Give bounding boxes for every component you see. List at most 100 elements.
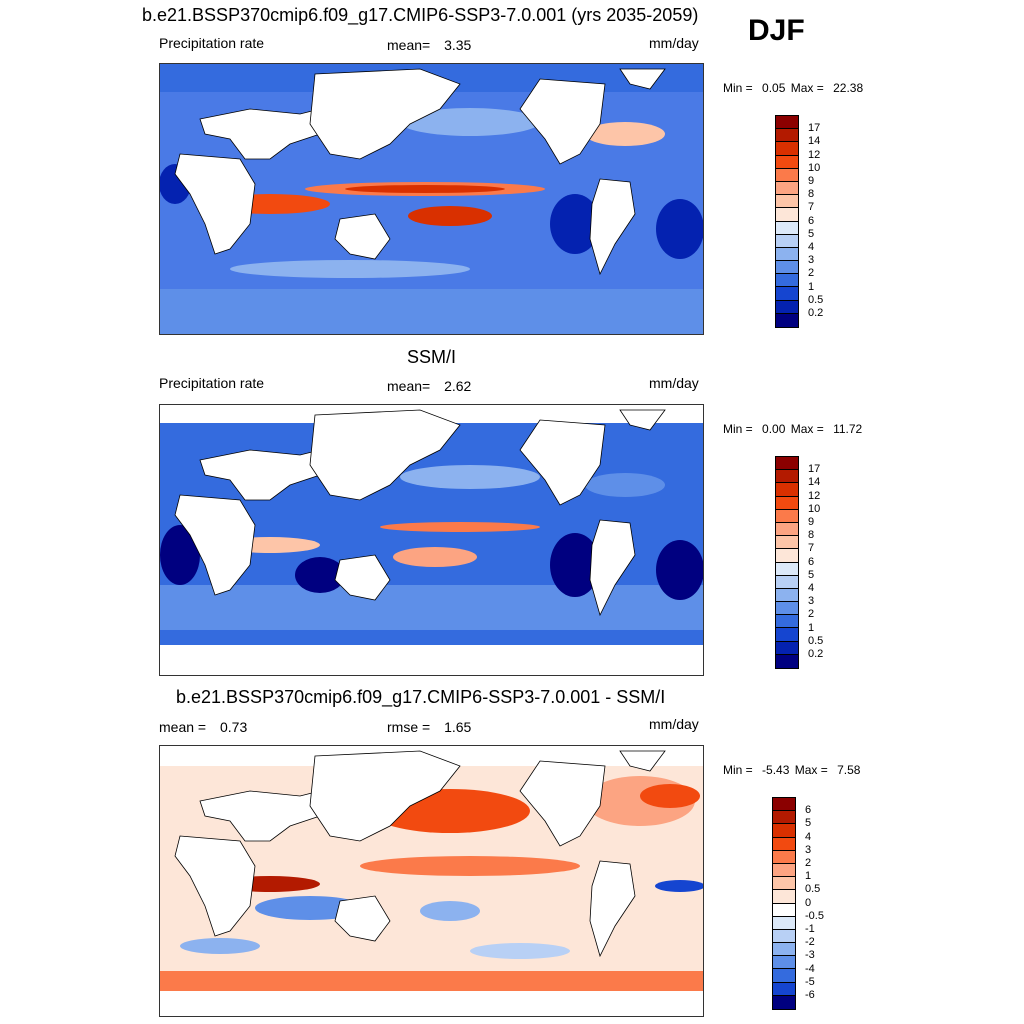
colorbar-segment	[773, 995, 795, 1009]
season-label: DJF	[748, 14, 805, 47]
colorbar-segment	[773, 824, 795, 838]
colorbar-segment	[773, 903, 795, 917]
colorbar	[775, 456, 799, 669]
colorbar-segment	[776, 588, 798, 603]
colorbar-segment	[776, 628, 798, 642]
precip-map	[159, 404, 704, 676]
colorbar-tick-label: 5	[808, 227, 815, 240]
mean-value: 2.62	[444, 378, 472, 394]
precip-map-svg	[160, 64, 703, 334]
min-value: 0.05	[762, 81, 786, 95]
colorbar-tick-label: 14	[808, 476, 821, 489]
colorbar-tick-label: 14	[808, 135, 821, 148]
colorbar-segment	[776, 615, 798, 629]
colorbar-segment	[776, 247, 798, 262]
colorbar-tick-label: 9	[808, 516, 815, 528]
colorbar-segment	[773, 890, 795, 904]
colorbar-tick-label: 2	[808, 267, 815, 280]
colorbar-tick-label: 1	[808, 621, 815, 634]
colorbar-tick-label: 2	[808, 608, 815, 621]
colorbar-segment	[773, 837, 795, 851]
colorbar	[775, 115, 799, 328]
rmse-value: 1.65	[444, 719, 472, 735]
colorbar-segment	[776, 142, 798, 156]
colorbar-segment	[773, 811, 795, 825]
colorbar-tick-label: 12	[808, 489, 821, 502]
rmse-label-text: rmse =	[387, 719, 431, 735]
colorbar-tick-label: -6	[805, 989, 815, 1001]
colorbar-segment	[773, 850, 795, 864]
precip-map-svg	[160, 405, 703, 675]
colorbar-tick-label: 9	[808, 175, 815, 187]
colorbar-segment	[776, 234, 798, 248]
max-label: Max =	[790, 81, 824, 95]
colorbar-segment	[776, 208, 798, 222]
colorbar-tick-label: 0.5	[808, 634, 824, 647]
colorbar-segment	[776, 602, 798, 616]
colorbar-segment	[776, 457, 798, 471]
colorbar-tick-label: 4	[808, 241, 815, 253]
colorbar-segment	[776, 168, 798, 182]
colorbar-segment	[773, 956, 795, 970]
colorbar-segment	[773, 863, 795, 878]
colorbar-tick-label: -2	[805, 936, 815, 949]
mean-label-text: mean=	[387, 37, 431, 53]
colorbar-segment	[776, 221, 798, 235]
colorbar-tick-label: 0.5	[805, 883, 821, 896]
colorbar-tick-label: 1	[805, 870, 812, 883]
min-label: Min =	[723, 81, 753, 95]
precip-map	[159, 63, 704, 335]
colorbar-tick-label: -4	[805, 962, 815, 975]
mean-value: 3.35	[444, 37, 472, 53]
colorbar-tick-label: 5	[808, 568, 815, 581]
colorbar-tick-label: 0.2	[808, 307, 824, 319]
colorbar-tick-label: 5	[805, 817, 812, 830]
min-value: -5.43	[762, 763, 790, 777]
units-label: mm/day	[649, 35, 699, 51]
colorbar-segment	[776, 470, 798, 484]
colorbar-segment	[776, 522, 798, 537]
colorbar-segment	[776, 195, 798, 209]
colorbar-tick-label: 7	[808, 201, 815, 214]
rmse-label: rmse = 1.65	[387, 719, 471, 735]
colorbar-segment	[776, 562, 798, 576]
colorbar-tick-label: -3	[805, 949, 815, 962]
colorbar-tick-label: 3	[808, 254, 815, 267]
colorbar-tick-label: 0.2	[808, 648, 824, 660]
max-value: 7.58	[837, 763, 861, 777]
min-label: Min =	[723, 422, 753, 436]
min-max-label: Min = 0.05 Max = 22.38	[723, 81, 863, 95]
colorbar-tick-label: 8	[808, 529, 815, 542]
colorbar-tick-label: 17	[808, 122, 821, 135]
colorbar-tick-label: 3	[808, 595, 815, 608]
colorbar-tick-label: 17	[808, 463, 821, 476]
colorbar-tick-label: -5	[805, 975, 815, 988]
colorbar-tick-label: 6	[805, 804, 812, 817]
colorbar-segment	[776, 261, 798, 275]
colorbar-tick-label: 12	[808, 148, 821, 161]
mean-label: mean = 0.73	[159, 719, 247, 735]
colorbar-segment	[773, 969, 795, 983]
colorbar-segment	[776, 274, 798, 288]
mean-label: mean= 2.62	[387, 378, 471, 394]
colorbar-segment	[776, 549, 798, 563]
colorbar-segment	[773, 943, 795, 957]
colorbar-segment	[773, 916, 795, 930]
colorbar-tick-label: 7	[808, 542, 815, 555]
colorbar-segment	[773, 929, 795, 944]
colorbar-segment	[776, 300, 798, 314]
colorbar-tick-label: 0.5	[808, 293, 824, 306]
panel-title: SSM/I	[407, 347, 457, 367]
units-label: mm/day	[649, 716, 699, 732]
colorbar-segment	[776, 313, 798, 327]
min-max-label: Min = 0.00 Max = 11.72	[723, 422, 862, 436]
colorbar-segment	[776, 483, 798, 497]
units-label: mm/day	[649, 375, 699, 391]
mean-label-text: mean=	[387, 378, 431, 394]
colorbar-segment	[776, 654, 798, 668]
colorbar-segment	[776, 509, 798, 523]
min-value: 0.00	[762, 422, 786, 436]
colorbar-segment	[776, 129, 798, 143]
colorbar-tick-label: 10	[808, 502, 821, 515]
panel-title: b.e21.BSSP370cmip6.f09_g17.CMIP6-SSP3-7.…	[176, 687, 666, 707]
